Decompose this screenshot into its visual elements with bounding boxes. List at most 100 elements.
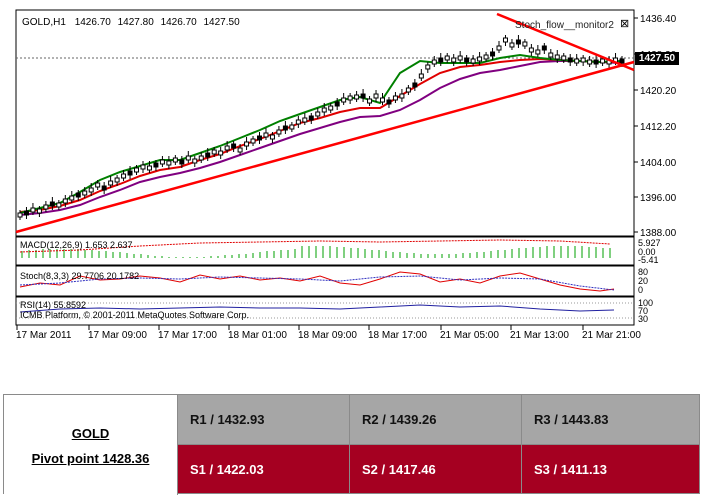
time-axis-label: 17 Mar 09:00 — [88, 330, 147, 341]
open-value: 1426.70 — [74, 17, 111, 28]
pivot-summary-cell: GOLD Pivot point 1428.36 — [4, 395, 178, 495]
candle-body — [134, 167, 140, 173]
support-cell-2: S2 / 1417.46 — [350, 445, 522, 493]
time-axis-label: 21 Mar 21:00 — [582, 330, 641, 341]
stoch-scale-bot: 0 — [638, 285, 644, 295]
time-axis-label: 17 Mar 2011 — [16, 330, 72, 341]
candle-body — [282, 125, 288, 131]
r3-label: R3 / 1443.83 — [534, 412, 609, 427]
price-axis-label: 1436.40 — [640, 14, 677, 25]
candle-body — [438, 57, 444, 63]
slow-ma-line — [19, 60, 621, 216]
candle-body — [185, 155, 191, 161]
candle-body — [108, 180, 114, 186]
candle-body — [334, 101, 340, 107]
candle-body — [276, 129, 282, 135]
candle-body — [250, 138, 256, 144]
candle-body — [237, 147, 243, 153]
time-axis-label: 21 Mar 13:00 — [510, 330, 569, 341]
rsi-scale-bot: 30 — [638, 314, 649, 324]
candle-body — [502, 37, 508, 43]
candle-body — [619, 58, 625, 64]
candle-body — [405, 87, 411, 93]
low-value: 1426.70 — [160, 17, 197, 28]
resistance-trendline — [496, 12, 635, 72]
r1-label: R1 / 1432.93 — [190, 412, 265, 427]
candle-body — [23, 210, 29, 216]
candle-body — [386, 99, 392, 105]
candle-body — [490, 51, 496, 57]
candle-body — [302, 117, 308, 123]
candle-body — [257, 135, 263, 141]
candle-body — [522, 41, 528, 47]
candle-body — [88, 187, 94, 193]
candle-body — [379, 97, 385, 103]
support-trendline — [15, 60, 635, 234]
macd-scale-mid: 0.00 — [638, 247, 656, 257]
price-chart[interactable]: 1436.401428.201420.201412.201404.001396.… — [0, 0, 704, 350]
candle-body — [315, 111, 321, 117]
resistance-cell-2: R2 / 1439.26 — [350, 395, 522, 445]
rsi-line — [19, 304, 615, 313]
candle-body — [600, 58, 606, 64]
fast-ma-line — [19, 53, 621, 214]
candle-body — [444, 55, 450, 61]
candle-body — [341, 97, 347, 103]
candle-body — [496, 45, 502, 51]
candle-body — [528, 47, 534, 53]
candle-body — [289, 124, 295, 130]
candle-body — [418, 73, 424, 79]
candle-body — [354, 94, 360, 100]
chart-canvas: 1436.401428.201420.201412.201404.001396.… — [15, 9, 677, 330]
candle-body — [399, 93, 405, 99]
time-axis-label: 18 Mar 09:00 — [298, 330, 357, 341]
candle-body — [451, 57, 457, 63]
candle-body — [140, 164, 146, 170]
candle-body — [373, 93, 379, 99]
candle-body — [535, 49, 541, 55]
candle-body — [308, 115, 314, 121]
rsi-scale-mid: 70 — [638, 306, 649, 316]
candle-body — [587, 59, 593, 65]
candle-body — [295, 119, 301, 125]
candle-body — [56, 202, 62, 208]
macd-signal-line — [19, 239, 611, 253]
price-axis-label: 1420.20 — [640, 86, 677, 97]
high-value: 1427.80 — [117, 17, 154, 28]
candle-body — [244, 141, 250, 147]
candle-body — [412, 82, 418, 88]
macd-panel — [15, 236, 635, 266]
rsi-label: RSI(14) 55.8592 — [20, 300, 87, 310]
candle-body — [198, 155, 204, 161]
stoch-scale-top: 80 — [638, 267, 649, 277]
price-axis-label: 1396.00 — [640, 193, 677, 204]
candle-body — [146, 165, 152, 171]
candle-body — [114, 177, 120, 183]
candle-body — [483, 54, 489, 60]
close-value: 1427.50 — [203, 17, 240, 28]
rsi-scale-top: 100 — [638, 298, 654, 308]
stoch-signal-line — [19, 275, 615, 291]
s1-label: S1 / 1422.03 — [190, 462, 264, 477]
candle-body — [431, 59, 437, 65]
time-axis-label: 21 Mar 05:00 — [440, 330, 499, 341]
candle-body — [82, 190, 88, 196]
indicator-close-icon[interactable]: ⊠ — [620, 18, 630, 30]
candle-body — [121, 173, 127, 179]
resistance-cell-3: R3 / 1443.83 — [522, 395, 699, 445]
pivot-symbol: GOLD — [71, 426, 110, 441]
resistance-cell-1: R1 / 1432.93 — [178, 395, 350, 445]
copyright-text: ICMB Platform, © 2001-2011 MetaQuotes So… — [20, 310, 250, 320]
candle-body — [425, 64, 431, 70]
candle-body — [541, 45, 547, 51]
candle-body — [30, 207, 36, 213]
price-axis-label: 1412.20 — [640, 122, 677, 133]
candle-body — [580, 57, 586, 63]
candle-body — [36, 208, 42, 214]
price-axis-label: 1388.00 — [640, 228, 677, 239]
candlesticks — [17, 35, 625, 220]
candle-body — [392, 95, 398, 101]
candle-body — [574, 58, 580, 64]
candle-body — [95, 182, 101, 188]
candle-body — [172, 157, 178, 163]
